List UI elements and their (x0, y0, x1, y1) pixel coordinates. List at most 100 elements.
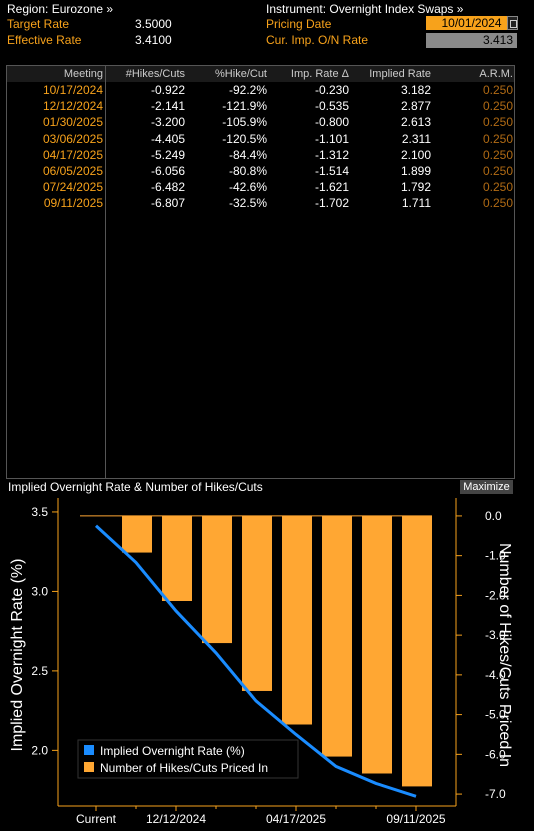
cell-pct: -105.9% (222, 115, 267, 130)
chart-title: Implied Overnight Rate & Number of Hikes… (8, 480, 263, 494)
col-delta[interactable]: Imp. Rate Δ (269, 66, 349, 82)
left-tick-label: 3.0 (31, 584, 48, 598)
left-tick-label: 2.5 (31, 664, 48, 678)
col-pct[interactable]: %Hike/Cut (187, 66, 267, 82)
cell-arm: 0.250 (482, 83, 513, 97)
right-tick-label: -5.0 (485, 708, 506, 722)
cell-delta: -0.535 (314, 99, 349, 114)
cell-delta: -0.800 (314, 115, 349, 130)
left-tick-label: 2.0 (31, 743, 48, 757)
cell-implied: 1.899 (400, 164, 431, 178)
calendar-icon[interactable] (507, 16, 518, 30)
target-rate-label: Target Rate (7, 17, 70, 31)
table-row[interactable]: 09/11/2025 -6.807 -32.5% -1.702 1.711 0.250 (7, 195, 514, 211)
cell-pct: -92.2% (228, 83, 267, 97)
legend-box (77, 739, 299, 779)
pricing-date-label: Pricing Date (266, 17, 332, 31)
right-tick-label: -1.0 (485, 549, 506, 563)
col-hikes[interactable]: #Hikes/Cuts (107, 66, 185, 82)
cell-delta: -1.514 (314, 164, 349, 178)
cell-hikes: -6.056 (150, 164, 185, 178)
right-tick-label: -6.0 (485, 747, 506, 761)
cell-implied: 1.792 (400, 180, 431, 195)
cell-hikes: -5.249 (150, 147, 185, 162)
cell-implied: 1.711 (401, 196, 431, 211)
cell-pct: -80.8% (228, 164, 267, 178)
pricing-date-input[interactable]: 10/01/2024 (426, 16, 517, 30)
cell-implied: 2.613 (400, 115, 431, 130)
table-row[interactable]: 12/12/2024 -2.141 -121.9% -0.535 2.877 0.250 (7, 98, 514, 114)
cell-hikes: -6.807 (150, 196, 185, 211)
legend-label-bar: Number of Hikes/Cuts Priced In (100, 761, 268, 775)
cell-meeting: 04/17/2025 (42, 147, 103, 162)
cell-pct: -84.4% (228, 147, 267, 162)
table-row[interactable]: 07/24/2025 -6.482 -42.6% -1.621 1.792 0.250 (7, 179, 514, 195)
table-row[interactable]: 01/30/2025 -3.200 -105.9% -0.800 2.613 0.250 (7, 114, 514, 130)
cur-imp-rate-input[interactable]: 3.413 (426, 33, 517, 48)
cell-delta: -1.312 (314, 147, 349, 162)
x-tick-label: Current (76, 812, 117, 826)
bar (362, 515, 392, 774)
instrument-selector[interactable]: Instrument: Overnight Index Swaps » (266, 2, 464, 16)
right-tick-label: -7.0 (485, 787, 506, 801)
cell-hikes: -0.922 (150, 83, 185, 97)
legend-label-line: Implied Overnight Rate (%) (100, 744, 245, 758)
col-arm[interactable]: A.R.M. (433, 66, 513, 82)
cell-implied: 2.877 (400, 99, 431, 114)
cell-arm: 0.250 (482, 99, 513, 114)
cur-imp-rate-label: Cur. Imp. O/N Rate (266, 33, 369, 47)
cell-arm: 0.250 (482, 196, 513, 211)
bar (122, 515, 152, 553)
bar (242, 515, 272, 691)
table-row[interactable]: 03/06/2025 -4.405 -120.5% -1.101 2.311 0.250 (7, 131, 514, 147)
y-axis-label-left: Implied Overnight Rate (%) (9, 559, 26, 752)
left-tick-label: 3.5 (31, 505, 48, 519)
right-tick-label: 0.0 (485, 509, 502, 523)
cell-delta: -1.101 (314, 131, 349, 146)
right-tick-label: -4.0 (485, 668, 506, 682)
x-tick-label: 12/12/2024 (146, 812, 206, 826)
cell-pct: -121.9% (222, 99, 267, 114)
cell-pct: -42.6% (228, 180, 267, 195)
y-axis-label-right: Number of Hikes/Cuts Priced In (496, 543, 513, 767)
cell-meeting: 10/17/2024 (42, 83, 103, 97)
cell-arm: 0.250 (482, 164, 513, 178)
target-rate-value: 3.5000 (135, 17, 172, 31)
table-row[interactable]: 10/17/2024 -0.922 -92.2% -0.230 3.182 0.250 (7, 82, 514, 98)
col-meeting[interactable]: Meeting (7, 66, 103, 82)
cell-meeting: 07/24/2025 (42, 180, 103, 195)
region-selector[interactable]: Region: Eurozone » (7, 2, 114, 16)
implied-rate-line (94, 524, 417, 798)
cell-pct: -120.5% (222, 131, 267, 146)
cell-arm: 0.250 (482, 180, 513, 195)
table-row[interactable]: 06/05/2025 -6.056 -80.8% -1.514 1.899 0.250 (7, 163, 514, 179)
cell-meeting: 06/05/2025 (42, 164, 103, 178)
cell-meeting: 01/30/2025 (42, 115, 103, 130)
cell-hikes: -3.200 (150, 115, 185, 130)
cell-meeting: 09/11/2025 (43, 196, 103, 211)
bar (402, 515, 432, 787)
maximize-button[interactable]: Maximize (460, 480, 513, 494)
cell-meeting: 12/12/2024 (42, 99, 103, 114)
col-implied[interactable]: Implied Rate (351, 66, 431, 82)
cell-implied: 3.182 (400, 83, 431, 97)
right-tick-label: -2.0 (485, 588, 506, 602)
x-tick-label: 09/11/2025 (386, 812, 445, 826)
cell-delta: -1.702 (314, 196, 349, 211)
header-panel: Region: Eurozone » Instrument: Overnight… (0, 0, 534, 56)
cell-hikes: -4.405 (150, 131, 185, 146)
cell-arm: 0.250 (482, 147, 513, 162)
cell-implied: 2.311 (401, 131, 431, 146)
bar (202, 515, 232, 644)
effective-rate-value: 3.4100 (135, 33, 172, 47)
cell-arm: 0.250 (482, 115, 513, 130)
legend-swatch-bar (84, 762, 94, 772)
cell-delta: -1.621 (314, 180, 349, 195)
cell-hikes: -2.141 (150, 99, 185, 114)
table-row[interactable]: 04/17/2025 -5.249 -84.4% -1.312 2.100 0.250 (7, 147, 514, 163)
effective-rate-label: Effective Rate (7, 33, 82, 47)
meetings-table: Meeting #Hikes/Cuts %Hike/Cut Imp. Rate … (6, 65, 515, 479)
cell-meeting: 03/06/2025 (42, 131, 103, 146)
cell-arm: 0.250 (482, 131, 513, 146)
column-separator (105, 66, 106, 478)
